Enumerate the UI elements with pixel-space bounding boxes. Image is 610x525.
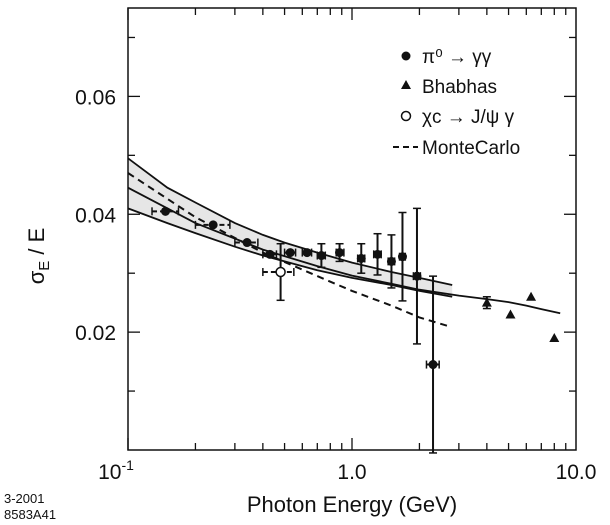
x-tick-label-base: 10	[98, 461, 121, 484]
legend-marker-pi0	[401, 51, 411, 61]
pi0-point	[208, 220, 218, 230]
pi0-point	[428, 360, 438, 370]
pi0-point	[316, 251, 326, 261]
data-points-layer	[151, 206, 560, 454]
figure-code-id: 8583A41	[4, 507, 57, 522]
pi0-point	[373, 249, 383, 259]
pi0-point	[356, 253, 366, 263]
legend-label-bhabhas: Bhabhas	[422, 77, 497, 98]
x-tick-label-exponent: -1	[121, 457, 134, 473]
pi0-point	[285, 248, 295, 258]
pi0-point	[242, 238, 252, 248]
bhabhas-point	[526, 291, 537, 301]
montecarlo-curve	[128, 172, 449, 328]
y-axis-title-sigma: σ	[24, 270, 49, 284]
y-axis-title-rest: / E	[24, 228, 49, 261]
pi0-point	[397, 252, 407, 262]
legend-label-chic: χc → J/ψ γ	[422, 107, 515, 128]
legend: π⁰ → γγ Bhabhas χc → J/ψ γ MonteCarlo	[393, 47, 520, 159]
pi0-point	[386, 256, 396, 266]
bhabhas-point	[481, 297, 492, 307]
fit-central-curve	[128, 186, 561, 315]
pi0-point	[302, 248, 312, 258]
y-tick-label: 0.02	[75, 322, 116, 345]
x-tick-label: 10-1	[98, 457, 134, 484]
fit-band-layer	[128, 158, 453, 297]
x-tick-label: 1.0	[337, 461, 366, 484]
bhabhas-point	[549, 333, 560, 343]
legend-marker-bhabhas	[401, 80, 411, 89]
x-tick-label: 10.0	[556, 461, 597, 484]
y-tick-label: 0.04	[75, 204, 116, 227]
bhabhas-point	[505, 309, 516, 319]
y-axis-title: σE / E	[24, 228, 53, 285]
fit-band-fill	[128, 158, 453, 297]
curve-layer	[128, 157, 561, 328]
x-axis-title: Photon Energy (GeV)	[247, 492, 457, 517]
y-axis-title-subscript: E	[36, 261, 53, 271]
legend-marker-chic	[400, 110, 412, 122]
fit-band-upper-curve	[128, 157, 453, 286]
pi0-point	[160, 206, 170, 216]
legend-label-montecarlo: MonteCarlo	[422, 138, 520, 159]
pi0-point	[335, 248, 345, 258]
y-tick-label: 0.06	[75, 86, 116, 109]
chic-point	[275, 266, 286, 278]
legend-label-pi0: π⁰ → γγ	[422, 47, 492, 68]
axis-ticks-layer: 10-1 1.0 10.0 0.02 0.04 0.06	[75, 8, 596, 484]
pi0-point	[412, 271, 422, 281]
figure-code-date: 3-2001	[4, 491, 45, 506]
pi0-point	[265, 249, 275, 259]
